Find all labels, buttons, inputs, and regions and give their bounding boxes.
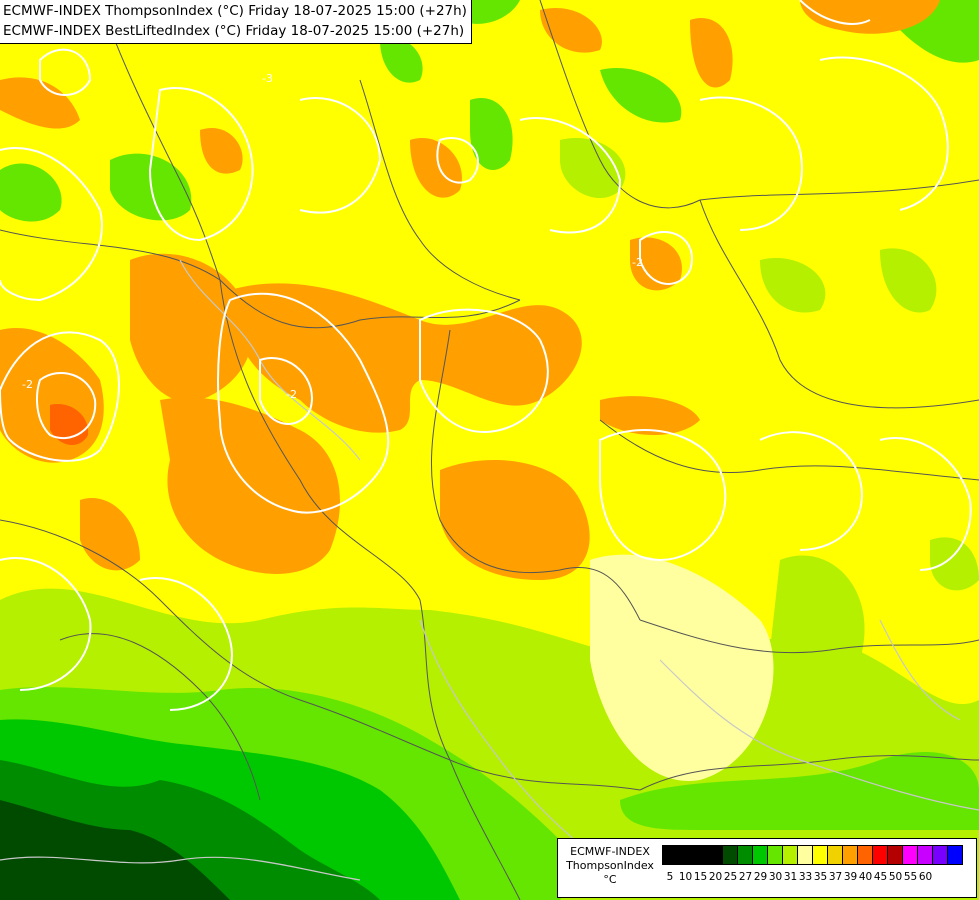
green-patch-northwest [0, 163, 62, 222]
legend-tick-label: 45 [873, 871, 888, 883]
legend-tick-label: 10 [678, 871, 693, 883]
contour-label: -3 [262, 72, 273, 85]
legend-tick-label: 15 [693, 871, 708, 883]
green-zone-east [770, 555, 865, 693]
green-patch-far-east [930, 537, 979, 591]
green-patch-top-2 [600, 68, 682, 123]
legend-tick-label: 31 [783, 871, 798, 883]
legend-tick-label: 5 [666, 871, 674, 883]
legend-tick-label: 37 [828, 871, 843, 883]
darkest-green-zone [0, 800, 230, 900]
legend-tick-label: 33 [798, 871, 813, 883]
legend-swatch [902, 845, 918, 865]
legend-swatch [767, 845, 783, 865]
green-patch-top [380, 38, 423, 83]
legend-tick-label: 50 [888, 871, 903, 883]
legend-swatch [827, 845, 843, 865]
legend-tick-label: 35 [813, 871, 828, 883]
legend-tick-label: 27 [738, 871, 753, 883]
legend-tick-label: 40 [858, 871, 873, 883]
orange-zone-southwest [160, 397, 340, 574]
contour-label: -2 [22, 378, 33, 391]
legend-swatch [842, 845, 858, 865]
legend-swatch [782, 845, 798, 865]
legend-swatches [662, 845, 963, 865]
green-zone-south-east [620, 751, 979, 830]
title-line-lifted: ECMWF-INDEX BestLiftedIndex (°C) Friday … [3, 23, 465, 39]
legend-swatch [692, 845, 708, 865]
orange-zone-central [230, 283, 582, 433]
orange-zone-east [630, 237, 682, 291]
orange-zone-north-2 [410, 138, 462, 198]
orange-zone-northeast-2 [690, 18, 733, 88]
legend-caption: ECMWF-INDEX ThompsonIndex °C [560, 845, 660, 887]
legend-ticks: 5 10 15 20 25 27 29 30 31 33 35 37 39 40 45 50 55 60 [662, 871, 933, 883]
legend-tick-label: 29 [753, 871, 768, 883]
legend-tick-label: 20 [708, 871, 723, 883]
orange-zone-northeast [540, 8, 602, 53]
legend-tick-label: 30 [768, 871, 783, 883]
legend-swatch [872, 845, 888, 865]
orange-zone-south-west [240, 438, 320, 501]
contour-label: -2 [632, 256, 643, 269]
legend-unit: °C [603, 873, 617, 886]
contour-label: -2 [286, 388, 297, 401]
legend-tick-label: 60 [918, 871, 933, 883]
legend-swatch [797, 845, 813, 865]
legend-swatch [707, 845, 723, 865]
legend-tick-label: 25 [723, 871, 738, 883]
legend-swatch [932, 845, 948, 865]
orange-zone-east-2 [600, 396, 700, 435]
legend-swatch [812, 845, 828, 865]
legend-swatch [677, 845, 693, 865]
green-patch-east [760, 258, 826, 313]
legend-swatch [662, 845, 678, 865]
color-legend: ECMWF-INDEX ThompsonIndex °C 5 10 15 20 25 27… [557, 838, 977, 898]
map-title-box: ECMWF-INDEX ThompsonIndex (°C) Friday 18… [0, 0, 472, 44]
legend-swatch [947, 845, 963, 865]
legend-swatch [857, 845, 873, 865]
legend-parameter: ThompsonIndex [566, 859, 654, 872]
legend-swatch [737, 845, 753, 865]
title-line-thompson: ECMWF-INDEX ThompsonIndex (°C) Friday 18… [3, 3, 467, 19]
legend-swatch [752, 845, 768, 865]
green-patch-east-2 [880, 248, 937, 313]
legend-tick-label: 39 [843, 871, 858, 883]
legend-tick-label: 55 [903, 871, 918, 883]
green-patch-north-2 [560, 138, 626, 199]
contour-label-group: -3 -2 -2 -2 [22, 72, 643, 401]
orange-zone-north [200, 128, 243, 174]
green-patch-north [470, 98, 513, 170]
lifted-index-contours [0, 0, 972, 711]
legend-model: ECMWF-INDEX [570, 845, 650, 858]
legend-swatch [887, 845, 903, 865]
legend-swatch [722, 845, 738, 865]
orange-zone-northeast-3 [800, 0, 940, 34]
legend-swatch [917, 845, 933, 865]
orange-zone-south-central [440, 460, 590, 580]
orange-zone-northwest [0, 77, 80, 129]
